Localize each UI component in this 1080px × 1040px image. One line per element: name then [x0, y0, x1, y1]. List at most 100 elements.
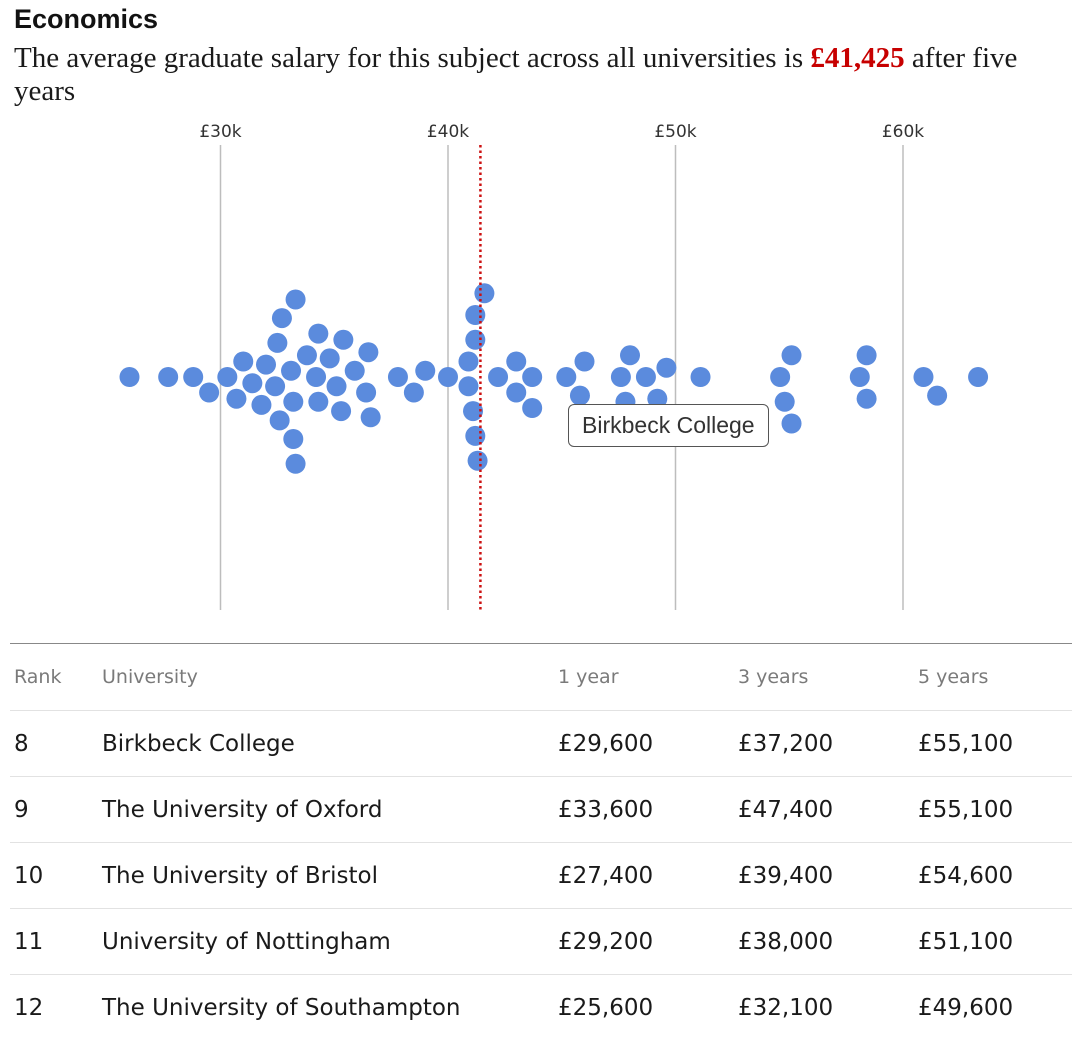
university-dot[interactable] — [691, 367, 711, 387]
university-dot[interactable] — [356, 383, 376, 403]
x-tick-labels: £30k£40k£50k£60k — [199, 122, 924, 142]
university-dot[interactable] — [770, 367, 790, 387]
header-university[interactable]: University — [98, 644, 554, 711]
university-dot[interactable] — [233, 352, 253, 372]
rank-cell: 9 — [10, 777, 98, 843]
university-dot[interactable] — [251, 395, 271, 415]
university-dot[interactable] — [522, 398, 542, 418]
table-header-row: Rank University 1 year 3 years 5 years — [10, 644, 1072, 711]
university-dot[interactable] — [265, 376, 285, 396]
university-dot[interactable] — [857, 389, 877, 409]
university-dot[interactable] — [320, 348, 340, 368]
header-1-year[interactable]: 1 year — [554, 644, 734, 711]
university-dot[interactable] — [465, 426, 485, 446]
university-dot[interactable] — [458, 376, 478, 396]
table-row[interactable]: 11 University of Nottingham £29,200 £38,… — [10, 909, 1072, 975]
university-cell: The University of Southampton — [98, 975, 554, 1040]
university-dot[interactable] — [488, 367, 508, 387]
university-dot[interactable] — [281, 361, 301, 381]
university-dot[interactable] — [283, 392, 303, 412]
university-dot[interactable] — [458, 352, 478, 372]
salary-5-years-cell: £55,100 — [914, 711, 1072, 777]
university-dot[interactable] — [575, 352, 595, 372]
university-dot[interactable] — [620, 345, 640, 365]
x-tick-label: £40k — [427, 122, 469, 142]
university-dot[interactable] — [286, 454, 306, 474]
university-dot[interactable] — [272, 308, 292, 328]
university-dot[interactable] — [283, 429, 303, 449]
salary-1-year-cell: £25,600 — [554, 975, 734, 1040]
university-dot[interactable] — [782, 345, 802, 365]
university-dot[interactable] — [158, 367, 178, 387]
university-dot[interactable] — [331, 401, 351, 421]
hover-tooltip: Birkbeck College — [568, 404, 769, 447]
university-dot[interactable] — [358, 342, 378, 362]
university-dot[interactable] — [270, 410, 290, 430]
university-dot[interactable] — [308, 324, 328, 344]
university-dot[interactable] — [636, 367, 656, 387]
university-dot[interactable] — [242, 373, 262, 393]
salary-1-year-cell: £27,400 — [554, 843, 734, 909]
university-dot[interactable] — [183, 367, 203, 387]
header-5-years[interactable]: 5 years — [914, 644, 1072, 711]
table-row[interactable]: 9 The University of Oxford £33,600 £47,4… — [10, 777, 1072, 843]
university-dot[interactable] — [968, 367, 988, 387]
university-dot[interactable] — [256, 355, 276, 375]
university-dot[interactable] — [267, 333, 287, 353]
university-dot[interactable] — [611, 367, 631, 387]
header-rank[interactable]: Rank — [10, 644, 98, 711]
university-dot[interactable] — [465, 330, 485, 350]
university-dot[interactable] — [306, 367, 326, 387]
header-3-years[interactable]: 3 years — [734, 644, 914, 711]
university-dot[interactable] — [226, 389, 246, 409]
university-dot[interactable] — [656, 358, 676, 378]
salary-3-years-cell: £47,400 — [734, 777, 914, 843]
university-dot[interactable] — [388, 367, 408, 387]
university-dot[interactable] — [506, 352, 526, 372]
salary-1-year-cell: £29,200 — [554, 909, 734, 975]
table-row[interactable]: 12 The University of Southampton £25,600… — [10, 975, 1072, 1040]
rank-cell: 8 — [10, 711, 98, 777]
university-dot[interactable] — [775, 392, 795, 412]
rank-cell: 12 — [10, 975, 98, 1040]
university-dot[interactable] — [913, 367, 933, 387]
university-dot[interactable] — [333, 330, 353, 350]
university-dot[interactable] — [404, 383, 424, 403]
university-dot[interactable] — [345, 361, 365, 381]
university-dot[interactable] — [308, 392, 328, 412]
salary-3-years-cell: £32,100 — [734, 975, 914, 1040]
university-dot[interactable] — [120, 367, 140, 387]
university-dot[interactable] — [570, 386, 590, 406]
university-dot[interactable] — [217, 367, 237, 387]
table-row[interactable]: 8 Birkbeck College £29,600 £37,200 £55,1… — [10, 711, 1072, 777]
rank-cell: 10 — [10, 843, 98, 909]
university-dot[interactable] — [438, 367, 458, 387]
university-dot[interactable] — [522, 367, 542, 387]
university-dot[interactable] — [782, 414, 802, 434]
table-row[interactable]: 10 The University of Bristol £27,400 £39… — [10, 843, 1072, 909]
university-dots — [120, 283, 989, 474]
university-dot[interactable] — [327, 376, 347, 396]
university-dot[interactable] — [506, 383, 526, 403]
university-cell: The University of Oxford — [98, 777, 554, 843]
salary-3-years-cell: £38,000 — [734, 909, 914, 975]
x-tick-label: £60k — [882, 122, 924, 142]
university-dot[interactable] — [286, 290, 306, 310]
university-dot[interactable] — [297, 345, 317, 365]
university-dot[interactable] — [361, 407, 381, 427]
headline-text: The average graduate salary for this sub… — [14, 42, 810, 74]
university-cell: University of Nottingham — [98, 909, 554, 975]
university-dot[interactable] — [556, 367, 576, 387]
university-dot[interactable] — [927, 386, 947, 406]
university-dot[interactable] — [465, 305, 485, 325]
salary-3-years-cell: £39,400 — [734, 843, 914, 909]
salary-table: Rank University 1 year 3 years 5 years 8… — [10, 643, 1072, 1040]
university-dot[interactable] — [199, 383, 219, 403]
university-dot[interactable] — [850, 367, 870, 387]
university-dot[interactable] — [474, 283, 494, 303]
rank-cell: 11 — [10, 909, 98, 975]
salary-5-years-cell: £55,100 — [914, 777, 1072, 843]
university-dot[interactable] — [468, 451, 488, 471]
university-dot[interactable] — [415, 361, 435, 381]
university-dot[interactable] — [857, 345, 877, 365]
